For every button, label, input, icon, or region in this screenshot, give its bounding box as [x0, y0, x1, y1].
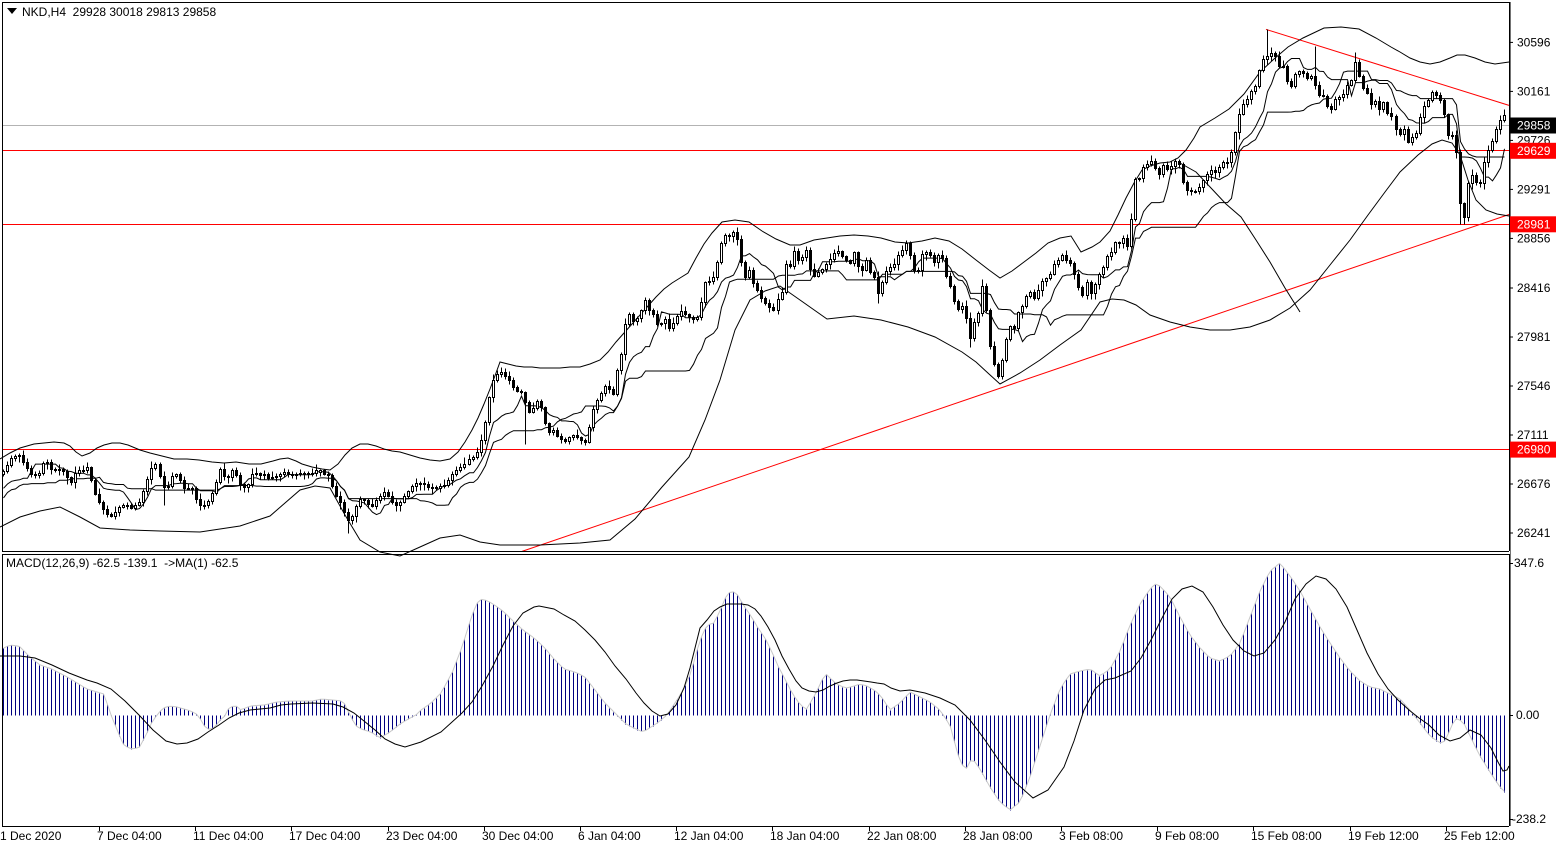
svg-text:30161: 30161 [1517, 84, 1551, 98]
svg-text:29291: 29291 [1517, 182, 1551, 196]
svg-text:0.00: 0.00 [1516, 708, 1540, 722]
svg-text:6 Jan 04:00: 6 Jan 04:00 [578, 829, 641, 843]
svg-text:28981: 28981 [1517, 217, 1551, 231]
svg-text:28 Jan 08:00: 28 Jan 08:00 [963, 829, 1033, 843]
svg-text:23 Dec 04:00: 23 Dec 04:00 [386, 829, 458, 843]
svg-text:18 Jan 04:00: 18 Jan 04:00 [770, 829, 840, 843]
svg-text:-238.2: -238.2 [1512, 812, 1546, 826]
svg-text:28856: 28856 [1517, 231, 1551, 245]
svg-text:26980: 26980 [1517, 443, 1551, 457]
svg-text:22 Jan 08:00: 22 Jan 08:00 [867, 829, 937, 843]
svg-text:MACD(12,26,9) -62.5 -139.1 ->: MACD(12,26,9) -62.5 -139.1 ->MA(1) -62.5 [6, 556, 239, 570]
svg-text:17 Dec 04:00: 17 Dec 04:00 [289, 829, 361, 843]
svg-text:11 Dec 04:00: 11 Dec 04:00 [193, 829, 264, 843]
svg-text:19 Feb 12:00: 19 Feb 12:00 [1348, 829, 1419, 843]
svg-text:7 Dec 04:00: 7 Dec 04:00 [97, 829, 162, 843]
svg-text:30 Dec 04:00: 30 Dec 04:00 [482, 829, 554, 843]
svg-text:15 Feb 08:00: 15 Feb 08:00 [1251, 829, 1322, 843]
svg-text:29858: 29858 [1517, 119, 1551, 133]
svg-text:27111: 27111 [1517, 428, 1549, 442]
svg-text:27546: 27546 [1517, 379, 1551, 393]
svg-text:26241: 26241 [1517, 526, 1551, 540]
svg-text:25 Feb 12:00: 25 Feb 12:00 [1444, 829, 1515, 843]
svg-text:1 Dec 2020: 1 Dec 2020 [0, 829, 62, 843]
svg-text:29629: 29629 [1517, 144, 1551, 158]
svg-text:347.6: 347.6 [1514, 556, 1544, 570]
svg-text:30596: 30596 [1517, 35, 1551, 49]
svg-text:26676: 26676 [1517, 477, 1551, 491]
svg-text:28416: 28416 [1517, 281, 1551, 295]
svg-text:NKD,H4 29928 30018 29813 2985: NKD,H4 29928 30018 29813 29858 [22, 5, 216, 19]
svg-text:9 Feb 08:00: 9 Feb 08:00 [1155, 829, 1219, 843]
svg-text:27981: 27981 [1517, 330, 1551, 344]
svg-text:3 Feb 08:00: 3 Feb 08:00 [1059, 829, 1123, 843]
svg-text:12 Jan 04:00: 12 Jan 04:00 [674, 829, 744, 843]
